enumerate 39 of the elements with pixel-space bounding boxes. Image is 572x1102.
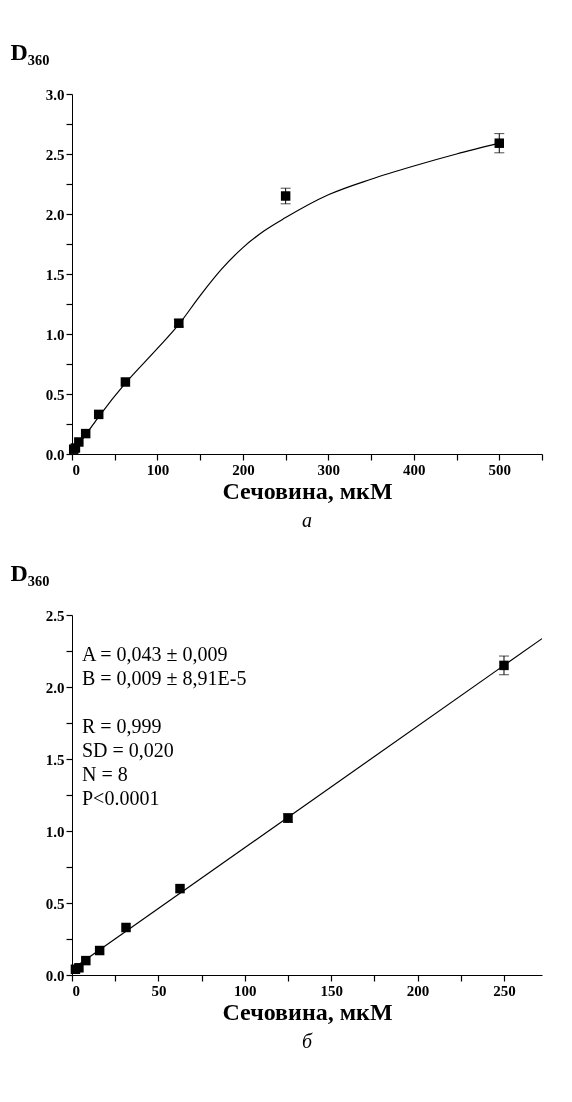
text: б	[301, 1030, 313, 1052]
y-tick-label: 2.5	[45, 607, 65, 624]
x-tick-label: 150	[320, 982, 343, 999]
x-tick-label: 500	[488, 461, 512, 478]
annotation: R = 0,999	[82, 715, 162, 737]
x-tick-label: 100	[146, 461, 170, 478]
y-tick-label: 1.5	[45, 751, 65, 768]
y-tick-label: 0.5	[45, 386, 65, 403]
x-axis-title: Сечовина, мкМ	[222, 477, 393, 504]
x-tick-label: 0	[72, 982, 80, 999]
y-tick-label: 0.0	[45, 446, 65, 463]
y-tick-label: 0.5	[45, 895, 65, 912]
y-tick-label: 0.0	[45, 967, 65, 984]
x-tick-label: 250	[493, 982, 516, 999]
text: а	[302, 509, 312, 531]
x-tick-label: 0	[72, 461, 80, 478]
point	[175, 883, 185, 894]
x-tick-label: 100	[234, 982, 257, 999]
x-tick-label: 300	[317, 461, 341, 478]
annotation: A = 0,043 ± 0,009	[82, 643, 228, 665]
y-tick-label: 2.0	[45, 206, 65, 223]
x-tick-label: 400	[403, 461, 426, 478]
y-axis-title: D₃₆₀	[10, 38, 50, 65]
y-tick-label: 1.0	[45, 823, 65, 840]
annotation: SD = 0,020	[82, 739, 174, 761]
y-tick-label: 2.0	[45, 679, 65, 696]
x-axis-title: Сечовина, мкМ	[222, 998, 393, 1025]
y-axis-title: D₃₆₀	[10, 559, 50, 586]
y-tick-label: 3.0	[45, 86, 65, 103]
point	[74, 963, 84, 973]
annotation: P<0.0001	[82, 787, 160, 809]
x-tick-label: 200	[232, 461, 255, 478]
x-tick-label: 50	[151, 982, 167, 999]
y-tick-label: 1.5	[45, 266, 65, 283]
annotation: B = 0,009 ± 8,91E-5	[82, 667, 247, 689]
y-tick-label: 1.0	[45, 326, 65, 343]
y-tick-label: 2.5	[45, 146, 65, 163]
annotation: N = 8	[82, 763, 128, 785]
x-tick-label: 200	[406, 982, 430, 999]
